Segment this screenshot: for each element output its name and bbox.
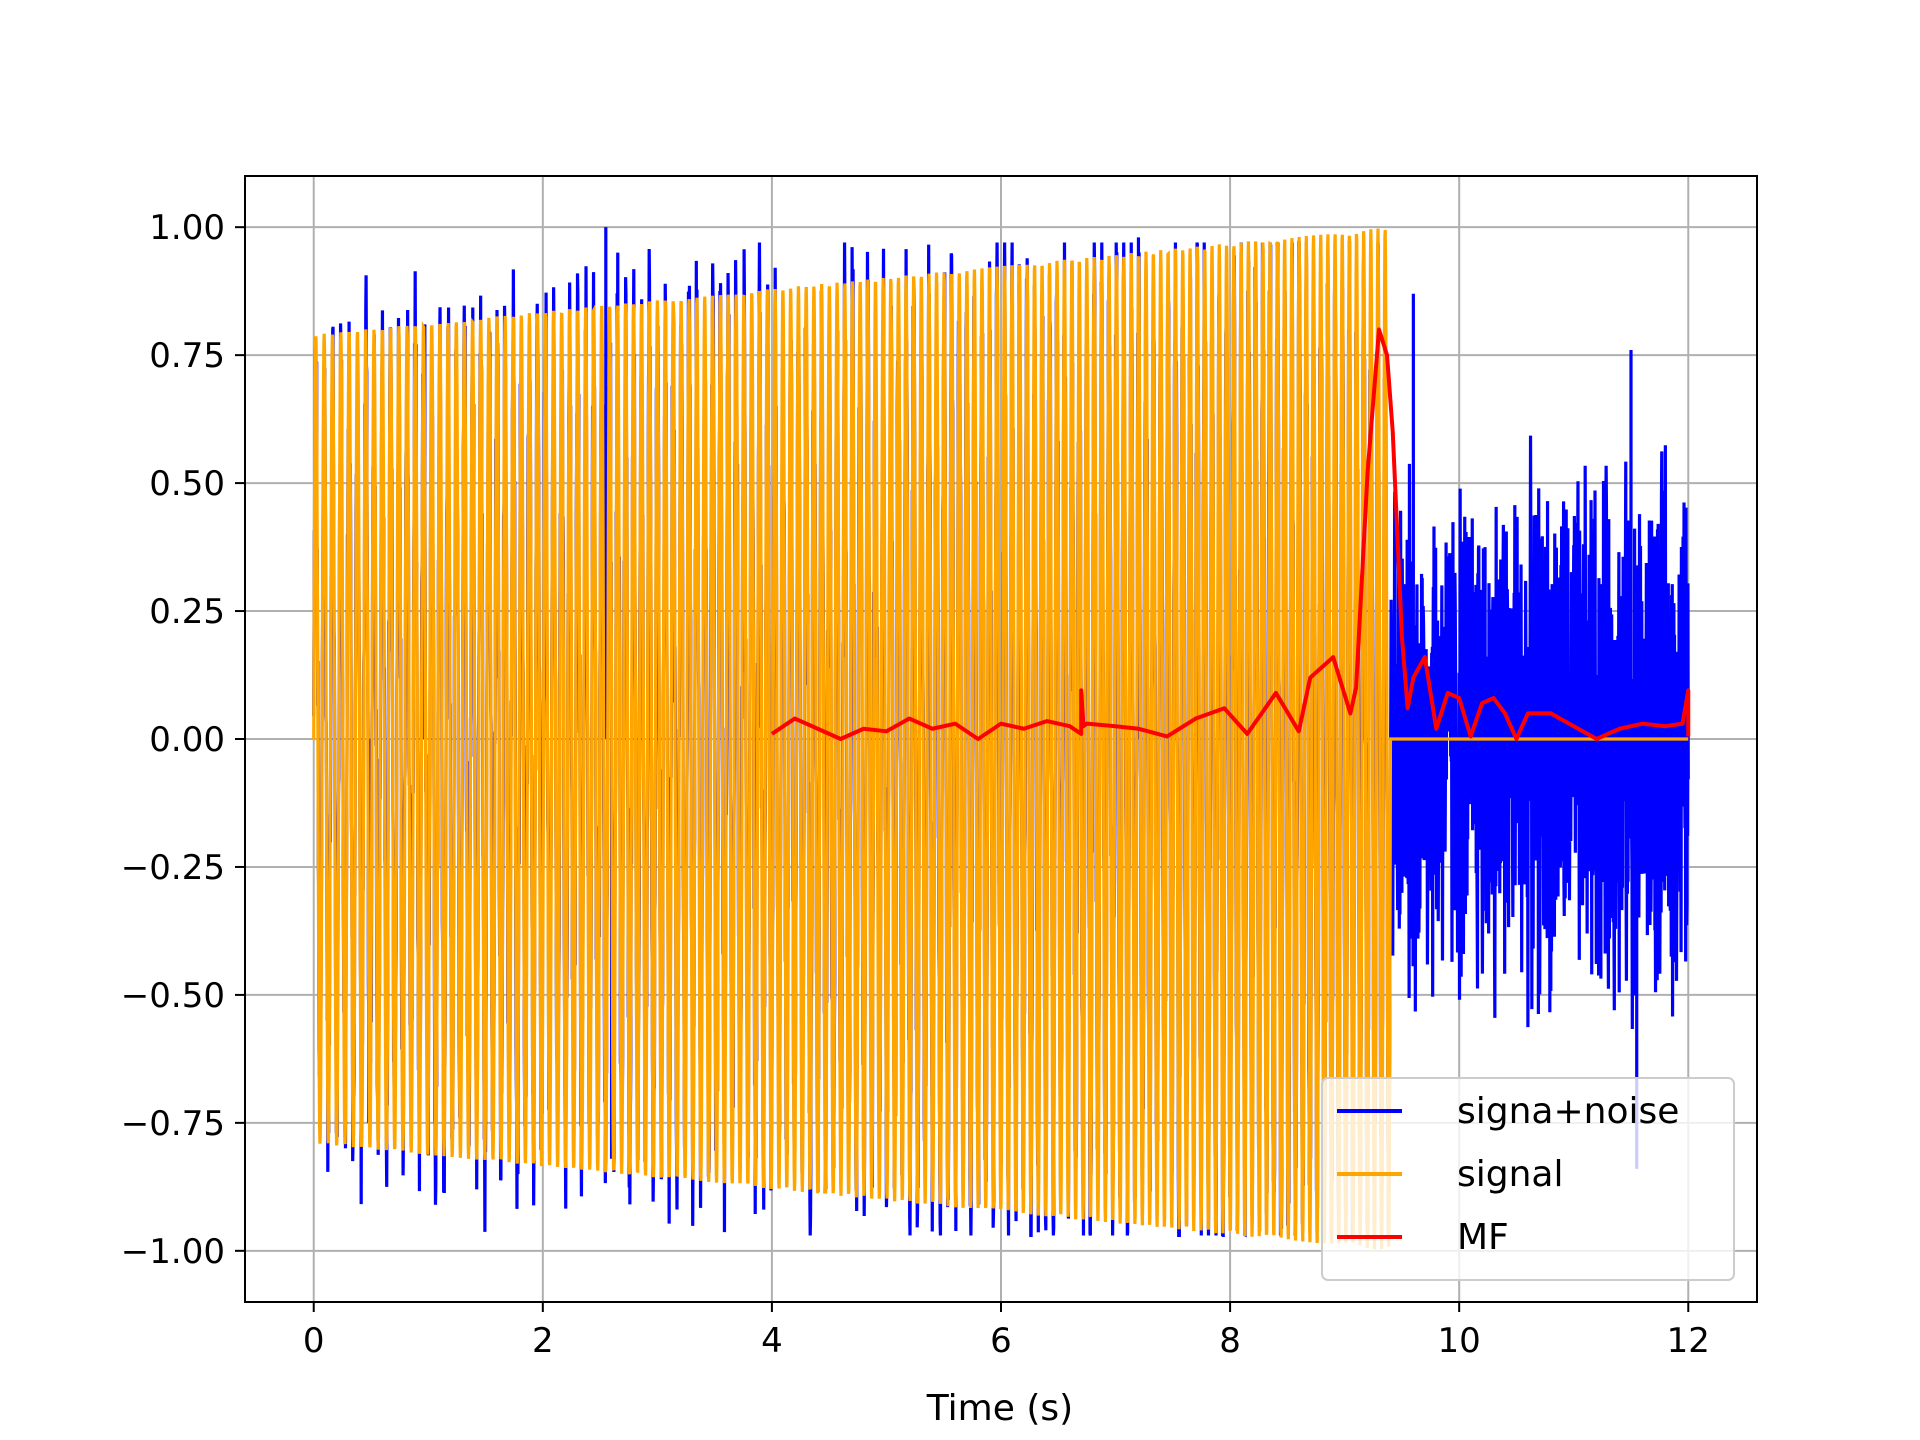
y-tick-label: 0.50 — [149, 464, 225, 504]
x-tick-label: 4 — [761, 1321, 783, 1361]
x-tick-label: 8 — [1219, 1321, 1241, 1361]
legend-label-mf: MF — [1457, 1217, 1509, 1258]
x-tick-label: 10 — [1438, 1321, 1481, 1361]
x-tick-label: 2 — [532, 1321, 554, 1361]
x-axis: 0 2 4 6 8 10 12 — [303, 1302, 1710, 1361]
series-line-mf — [770, 327, 1691, 741]
series-line-signal — [312, 228, 1689, 1250]
y-tick-label: 0.75 — [149, 336, 225, 376]
x-axis-label: Time (s) — [926, 1388, 1073, 1429]
y-tick-label: 1.00 — [149, 208, 225, 248]
x-tick-label: 0 — [303, 1321, 325, 1361]
legend-label-signal: signal — [1457, 1154, 1564, 1195]
y-tick-label: −1.00 — [121, 1232, 225, 1272]
legend: signa+noise signal MF — [1321, 1077, 1735, 1281]
y-tick-label: −0.75 — [121, 1104, 225, 1144]
x-tick-label: 12 — [1667, 1321, 1710, 1361]
legend-box — [1321, 1077, 1735, 1281]
y-tick-label: 0.00 — [149, 720, 225, 760]
y-tick-label: −0.50 — [121, 976, 225, 1016]
x-tick-label: 6 — [990, 1321, 1012, 1361]
legend-label-signa-noise: signa+noise — [1457, 1091, 1679, 1132]
plot-area — [312, 227, 1691, 1250]
y-tick-label: −0.25 — [121, 848, 225, 888]
y-tick-label: 0.25 — [149, 592, 225, 632]
y-axis: 1.00 0.75 0.50 0.25 0.00 −0.25 −0.50 −0.75 −1.00 — [121, 208, 245, 1272]
